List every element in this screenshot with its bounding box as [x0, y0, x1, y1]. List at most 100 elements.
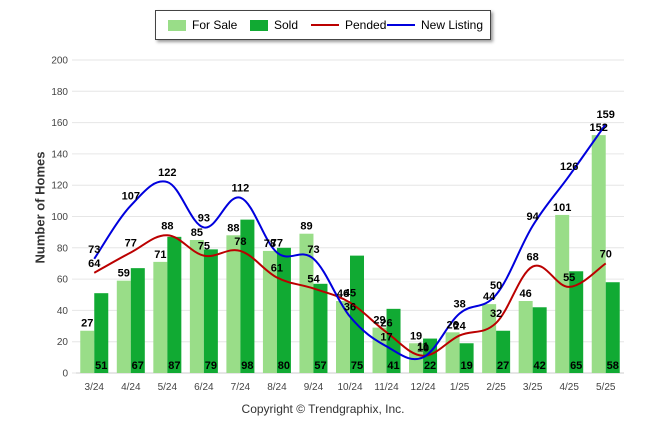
label-new-listing: 126: [560, 161, 578, 173]
label-for-sale: 89: [300, 221, 312, 233]
label-pended: 11: [417, 341, 429, 353]
label-sold: 58: [607, 360, 619, 372]
label-for-sale: 44: [483, 291, 496, 303]
y-axis-ticks: 0 20 40 60 80 100 120 140 160 180 200: [51, 56, 68, 380]
label-for-sale: 29: [373, 315, 385, 327]
label-sold: 87: [168, 360, 180, 372]
bar-for-sale: [555, 214, 570, 373]
bar-for-sale: [116, 280, 131, 373]
y-tick-label: 0: [62, 369, 68, 380]
bars-group: [80, 135, 620, 373]
legend-label-pended: Pended: [345, 18, 387, 32]
label-pended: 61: [271, 263, 283, 275]
label-new-listing: 36: [344, 302, 356, 314]
label-sold: 65: [570, 360, 582, 372]
y-tick-label: 140: [51, 149, 68, 160]
x-tick-label: 12/24: [411, 382, 436, 393]
label-new-listing: 112: [232, 183, 250, 195]
bar-for-sale: [80, 330, 95, 373]
label-pended: 75: [198, 241, 210, 253]
label-sold: 51: [95, 360, 107, 372]
data-labels-group: 27 51 59 67 71 87 85 79 88 98 78 80 89 57 46 75 29 41 19 22…: [81, 109, 619, 372]
label-for-sale: 152: [590, 122, 608, 134]
label-new-listing: 93: [198, 212, 210, 224]
label-for-sale: 27: [81, 318, 93, 330]
label-sold: 80: [278, 360, 290, 372]
bar-for-sale: [262, 250, 277, 373]
label-pended: 55: [563, 272, 575, 284]
x-axis-ticks: 3/24 4/24 5/24 6/24 7/24 8/24 9/24 10/24 11/24 12…: [85, 382, 616, 393]
x-tick-label: 7/24: [231, 382, 251, 393]
legend-swatch-sold: [250, 19, 268, 31]
lines-group: [93, 123, 607, 361]
line-new-listing: [93, 123, 607, 361]
label-new-listing: 10: [417, 342, 429, 354]
bar-for-sale: [226, 235, 241, 373]
label-for-sale: 78: [264, 238, 276, 250]
label-pended: 26: [380, 317, 392, 329]
bar-sold: [569, 271, 584, 373]
label-new-listing: 73: [88, 244, 100, 256]
label-new-listing: 122: [158, 167, 176, 179]
label-sold: 75: [351, 360, 363, 372]
bar-sold: [313, 283, 328, 373]
label-sold: 79: [205, 360, 217, 372]
bar-sold: [459, 343, 474, 373]
label-pended: 24: [453, 320, 466, 332]
bar-for-sale: [153, 261, 168, 373]
bar-sold: [386, 308, 401, 373]
bar-sold: [605, 282, 620, 373]
label-for-sale: 59: [118, 268, 130, 280]
label-pended: 78: [234, 236, 246, 248]
bar-sold: [203, 249, 218, 373]
x-tick-label: 1/25: [450, 382, 470, 393]
y-axis-label: Number of Homes: [32, 151, 48, 264]
bar-for-sale: [482, 304, 497, 373]
label-sold: 19: [460, 360, 472, 372]
label-new-listing: 77: [271, 237, 283, 249]
legend-new-listing: New Listing: [387, 11, 483, 39]
label-sold: 98: [241, 360, 253, 372]
x-tick-label: 3/25: [523, 382, 543, 393]
legend-label-new-listing: New Listing: [421, 18, 484, 32]
label-for-sale: 85: [191, 227, 203, 239]
label-pended: 88: [161, 220, 173, 232]
y-tick-label: 160: [51, 118, 68, 129]
label-sold: 27: [497, 360, 509, 372]
legend-sold: Sold: [250, 11, 298, 39]
legend-swatch-for-sale: [168, 19, 186, 31]
label-for-sale: 101: [553, 202, 571, 214]
copyright-footer: Copyright © Trendgraphix, Inc.: [241, 402, 405, 416]
legend-pended: Pended: [311, 11, 386, 39]
y-tick-label: 80: [57, 243, 69, 254]
bar-sold: [350, 255, 364, 373]
x-tick-label: 6/24: [194, 382, 214, 393]
y-tick-label: 20: [57, 337, 69, 348]
label-pended: 77: [125, 237, 137, 249]
legend-swatch-new-listing: [387, 24, 415, 26]
y-tick-label: 180: [51, 87, 68, 98]
label-for-sale: 46: [520, 288, 532, 300]
bar-for-sale: [591, 135, 606, 373]
label-new-listing: 38: [453, 299, 465, 311]
label-sold: 22: [424, 360, 436, 372]
label-new-listing: 73: [307, 244, 319, 256]
y-tick-label: 60: [57, 275, 69, 286]
label-sold: 67: [132, 360, 144, 372]
x-tick-label: 5/25: [596, 382, 616, 393]
line-pended: [93, 234, 607, 357]
label-pended: 45: [344, 288, 356, 300]
legend-label-sold: Sold: [274, 18, 299, 32]
x-tick-label: 4/24: [121, 382, 141, 393]
label-new-listing: 94: [527, 211, 540, 223]
label-new-listing: 107: [122, 191, 140, 203]
bar-for-sale: [299, 233, 314, 373]
bar-for-sale: [336, 301, 350, 373]
legend-label-for-sale: For Sale: [192, 18, 238, 32]
legend-for-sale: For Sale: [168, 11, 237, 39]
bar-for-sale: [189, 239, 204, 373]
label-pended: 32: [490, 308, 502, 320]
label-sold: 57: [314, 360, 326, 372]
x-tick-label: 10/24: [337, 382, 362, 393]
bar-sold: [130, 268, 145, 373]
